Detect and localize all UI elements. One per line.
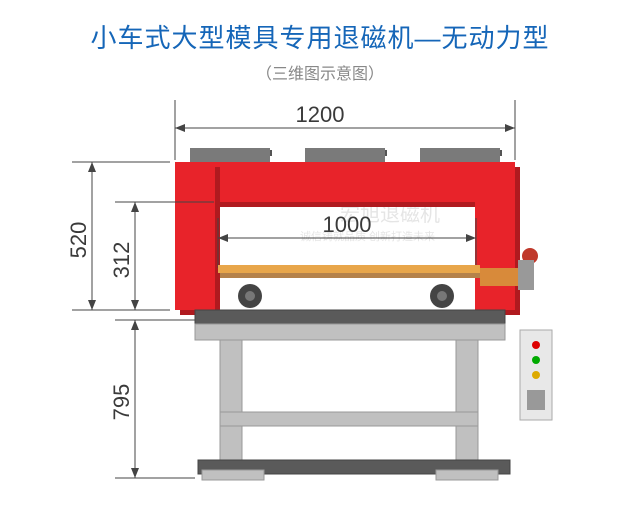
control-panel [518,248,552,420]
plate-wheels [238,284,454,308]
dim-inner-width: 1000 [218,212,476,268]
work-plate [218,265,530,286]
coil-units [190,148,502,162]
diagram-canvas: { "title": "小车式大型模具专用退磁机—无动力型", "subtitl… [0,0,640,512]
base-structure [195,310,510,480]
dim-base-height-value: 795 [109,384,134,421]
dim-overall-width-value: 1200 [296,102,345,127]
dim-inner-width-value: 1000 [323,212,372,237]
dim-frame-height-value: 520 [66,222,91,259]
dim-inner-height-value: 312 [109,242,134,279]
dim-frame-height: 520 [66,162,170,310]
dim-base-height: 795 [109,320,195,478]
diagram-svg: 1200 1000 [0,0,640,512]
